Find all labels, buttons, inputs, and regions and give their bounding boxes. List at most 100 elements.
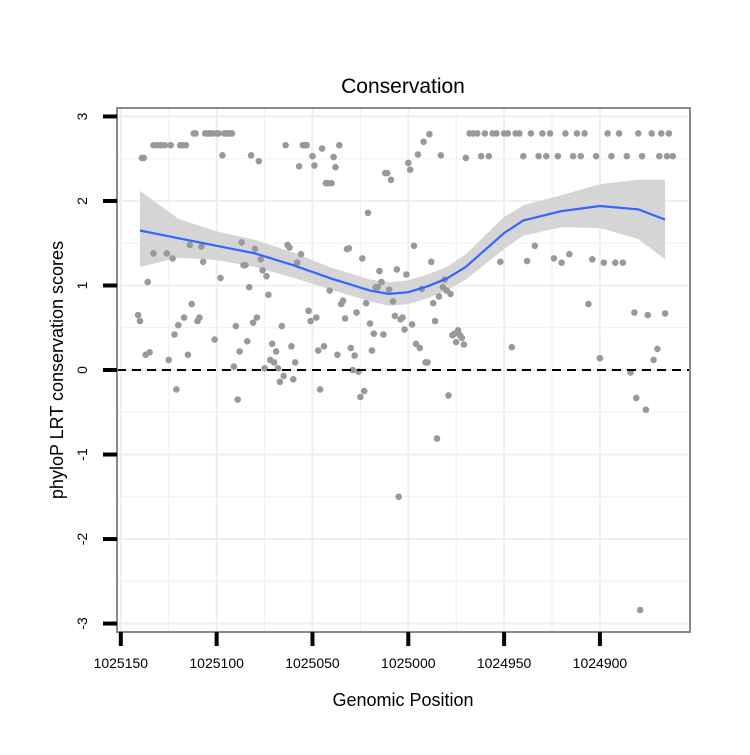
data-point <box>447 290 454 298</box>
data-point <box>650 356 657 364</box>
data-point <box>286 244 293 251</box>
data-point <box>140 154 148 162</box>
data-point <box>406 166 414 173</box>
x-tick-label: 1024950 <box>477 655 532 671</box>
y-tick-label: 1 <box>74 281 90 289</box>
data-point <box>370 330 378 338</box>
data-point <box>276 378 284 386</box>
data-point <box>615 130 623 137</box>
data-point <box>257 255 265 263</box>
x-tick-label: 1024900 <box>573 655 628 671</box>
data-point <box>297 250 305 258</box>
data-point <box>268 340 276 348</box>
data-point <box>393 266 401 273</box>
data-point <box>636 606 644 614</box>
data-point <box>364 209 372 217</box>
data-point <box>349 366 357 374</box>
data-point <box>562 130 569 137</box>
data-point <box>426 130 433 138</box>
x-tick-label: 1025050 <box>285 655 340 671</box>
data-point <box>182 141 190 149</box>
data-point <box>481 130 489 137</box>
y-tick-label: -3 <box>74 617 90 630</box>
data-point <box>661 310 669 317</box>
x-tick-label: 1025000 <box>381 655 436 671</box>
data-point <box>192 130 199 137</box>
data-point <box>395 493 403 501</box>
data-point <box>232 322 240 330</box>
data-point <box>405 159 412 167</box>
data-point <box>357 393 364 401</box>
data-point <box>320 343 328 350</box>
data-point <box>383 169 391 177</box>
data-point <box>431 317 439 325</box>
data-point <box>581 130 588 137</box>
data-point <box>378 278 385 286</box>
data-point <box>259 267 266 274</box>
data-point <box>600 259 608 267</box>
data-point <box>619 259 627 267</box>
data-point <box>460 341 468 348</box>
data-point <box>290 376 297 383</box>
data-point <box>424 359 431 366</box>
data-point <box>199 258 207 266</box>
smooth-line-layer <box>139 204 666 295</box>
data-point <box>161 141 169 149</box>
data-point <box>353 309 360 316</box>
data-point <box>573 130 581 137</box>
data-point <box>150 250 157 257</box>
data-point <box>326 287 334 294</box>
data-point <box>330 153 337 161</box>
y-tick-label: -1 <box>74 448 90 461</box>
data-point <box>458 334 466 342</box>
data-point <box>566 250 573 258</box>
data-point <box>234 396 241 403</box>
data-point <box>387 176 395 184</box>
data-point <box>420 138 427 146</box>
data-point <box>656 152 663 160</box>
data-point <box>217 274 224 282</box>
y-tick-label: 3 <box>74 112 90 120</box>
data-point <box>242 261 249 269</box>
data-point <box>596 354 604 362</box>
data-point <box>493 130 500 137</box>
data-point <box>385 286 393 294</box>
data-point <box>592 152 600 160</box>
data-point <box>238 239 245 246</box>
data-point <box>633 394 640 402</box>
data-point <box>474 130 481 137</box>
x-tick-label: 1025100 <box>189 655 244 671</box>
data-point <box>316 386 324 393</box>
data-point <box>543 152 550 160</box>
data-point <box>638 152 646 160</box>
data-point <box>144 278 151 286</box>
data-point <box>416 344 424 352</box>
data-point <box>274 365 282 372</box>
y-tick-label: 2 <box>74 197 90 205</box>
data-point <box>635 130 642 137</box>
data-point <box>272 348 280 355</box>
data-point <box>230 363 238 370</box>
data-point <box>520 152 527 160</box>
data-point <box>255 157 263 165</box>
data-point <box>305 307 312 315</box>
data-point <box>368 347 376 354</box>
data-point <box>351 352 358 359</box>
data-point <box>341 315 349 322</box>
data-point <box>280 372 288 380</box>
data-point <box>171 331 178 338</box>
data-point <box>644 311 652 319</box>
data-point <box>188 300 195 308</box>
data-point <box>523 257 531 265</box>
x-tick-label: 1025150 <box>94 655 149 671</box>
data-point <box>376 267 383 275</box>
confidence-band <box>140 179 666 306</box>
data-point <box>654 345 661 353</box>
data-point <box>642 406 650 414</box>
data-point <box>504 130 512 137</box>
data-point <box>163 250 171 257</box>
data-point <box>389 298 397 305</box>
data-point <box>244 338 251 345</box>
